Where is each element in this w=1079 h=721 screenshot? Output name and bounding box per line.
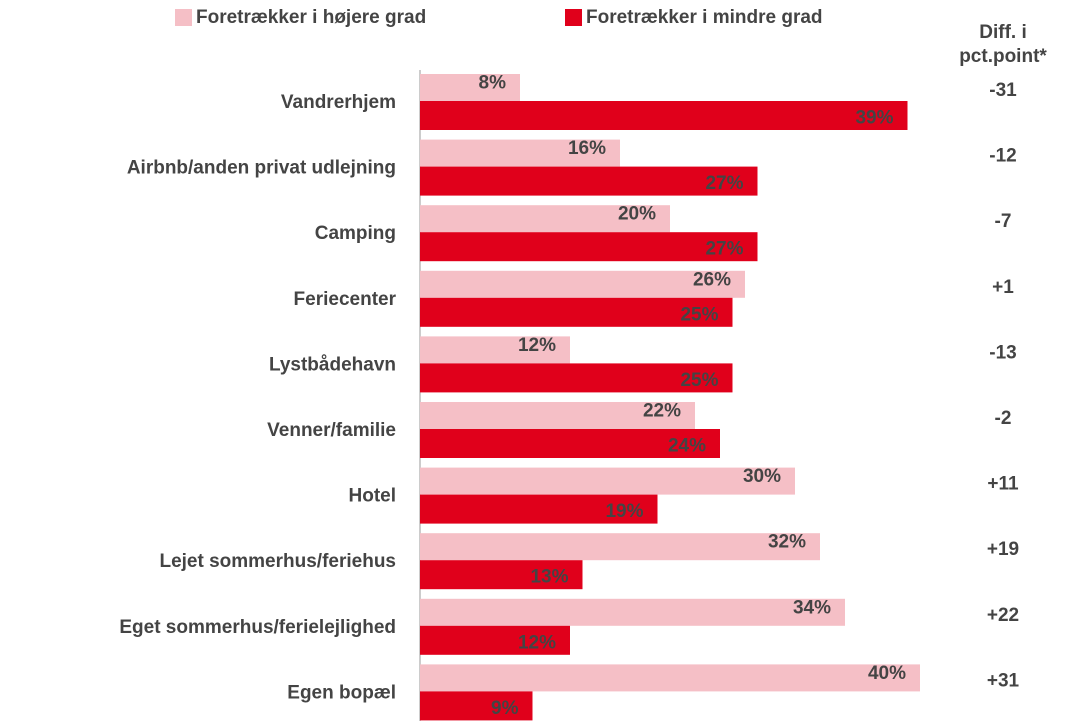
category-label: Hotel <box>349 486 397 507</box>
value-label: 34% <box>793 597 831 618</box>
diff-label: +1 <box>992 277 1014 298</box>
value-label: 24% <box>668 436 706 457</box>
value-label: 22% <box>643 401 681 422</box>
value-label: 13% <box>530 567 568 588</box>
bar <box>420 139 620 167</box>
legend-swatch <box>565 9 582 26</box>
value-label: 25% <box>680 304 718 325</box>
value-label: 25% <box>680 370 718 391</box>
bar <box>420 232 758 262</box>
diff-label: -7 <box>995 211 1012 232</box>
value-label: 30% <box>743 466 781 487</box>
bar <box>420 297 733 327</box>
diff-header: pct.point* <box>959 46 1047 67</box>
bar <box>420 205 670 233</box>
bar <box>420 691 533 721</box>
legend-label: Foretrækker i mindre grad <box>586 7 823 28</box>
diff-label: +19 <box>987 539 1019 560</box>
category-label: Lystbådehavn <box>269 354 396 375</box>
category-label: Vandrerhjem <box>281 92 396 113</box>
value-label: 27% <box>705 239 743 260</box>
diff-header: Diff. i <box>979 22 1027 43</box>
value-label: 20% <box>618 204 656 225</box>
bar <box>420 166 758 196</box>
category-label: Eget sommerhus/ferielejlighed <box>119 617 396 638</box>
bar <box>420 560 583 590</box>
category-label: Feriecenter <box>294 289 397 310</box>
value-label: 16% <box>568 138 606 159</box>
bar <box>420 533 820 561</box>
bar <box>420 494 658 524</box>
bar <box>420 598 845 626</box>
category-label: Egen bopæl <box>287 682 396 703</box>
value-label: 27% <box>705 173 743 194</box>
diff-label: +22 <box>987 605 1019 626</box>
category-label: Airbnb/anden privat udlejning <box>127 158 396 179</box>
legend-label: Foretrækker i højere grad <box>196 7 426 28</box>
bar <box>420 402 695 429</box>
bar <box>420 467 795 495</box>
bar <box>420 625 570 655</box>
diff-label: +11 <box>987 474 1019 495</box>
category-label: Camping <box>315 223 396 244</box>
diff-label: -12 <box>989 146 1016 167</box>
category-label: Lejet sommerhus/feriehus <box>159 551 396 572</box>
bar <box>420 270 745 298</box>
value-label: 39% <box>855 108 893 129</box>
diff-label: -13 <box>989 342 1016 363</box>
value-label: 12% <box>518 335 556 356</box>
diff-label: -2 <box>995 408 1012 429</box>
category-label: Venner/familie <box>267 420 396 441</box>
bar <box>420 74 520 101</box>
value-label: 26% <box>693 269 731 290</box>
bar <box>420 664 920 692</box>
diff-label: +31 <box>987 670 1020 691</box>
value-label: 12% <box>518 632 556 653</box>
legend-swatch <box>175 9 192 26</box>
value-label: 8% <box>479 73 507 94</box>
diff-label: -31 <box>989 80 1017 101</box>
bar <box>420 336 570 364</box>
bar <box>420 101 908 130</box>
bar <box>420 363 733 393</box>
value-label: 9% <box>491 698 519 719</box>
bar <box>420 429 720 458</box>
value-label: 32% <box>768 532 806 553</box>
value-label: 40% <box>868 663 906 684</box>
value-label: 19% <box>605 501 643 522</box>
